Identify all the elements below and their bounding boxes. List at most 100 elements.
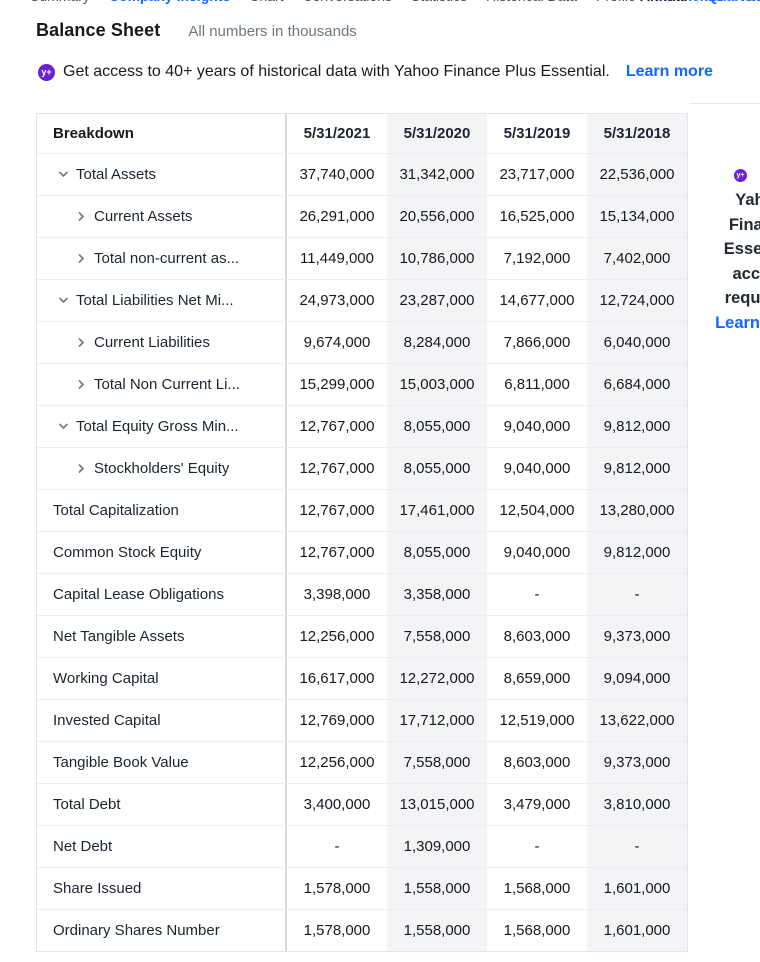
nav-tab[interactable]: Statistics: [411, 0, 467, 4]
nav-tab[interactable]: Historical Data: [486, 0, 577, 4]
cell-value: 9,040,000: [503, 544, 571, 561]
cell-value: 3,479,000: [503, 796, 571, 813]
nav-tab[interactable]: Profile: [596, 0, 636, 4]
cell-value: -: [587, 574, 687, 615]
row-label: Net Tangible Assets: [53, 628, 185, 645]
row-label-cell[interactable]: Total Assets: [37, 154, 287, 195]
cell-value: 1,568,000: [503, 922, 571, 939]
cell-value: 3,398,000: [303, 586, 371, 603]
row-label: Current Assets: [94, 208, 193, 225]
cell-value: 37,740,000: [299, 166, 375, 183]
page-heading: Balance Sheet All numbers in thousands: [36, 20, 357, 41]
table-row: Invested Capital 12,769,000 17,712,000 12,5…: [37, 699, 687, 741]
chevron-right-icon[interactable]: [76, 379, 87, 390]
cell-value: 26,291,000: [299, 208, 375, 225]
row-label-cell: Share Issued: [37, 868, 287, 909]
cell-value: 12,519,000: [499, 712, 575, 729]
chevron-right-icon[interactable]: [76, 463, 87, 474]
cell-value: 7,402,000: [587, 238, 687, 279]
cell-value: 9,373,000: [587, 742, 687, 783]
row-label: Total Assets: [76, 166, 157, 183]
nav-tab[interactable]: Analysis: [742, 0, 760, 4]
row-label-cell: Net Tangible Assets: [37, 616, 287, 657]
cell-value: 17,461,000: [387, 490, 487, 531]
chevron-right-icon[interactable]: [76, 211, 87, 222]
cell-value: 3,810,000: [587, 784, 687, 825]
row-label-cell: Invested Capital: [37, 700, 287, 741]
row-label: Working Capital: [53, 670, 159, 687]
nav-tab[interactable]: Chart: [249, 0, 283, 4]
table-row: Share Issued 1,578,000 1,558,000 1,568,000 1…: [37, 867, 687, 909]
row-label-cell[interactable]: Current Liabilities: [37, 322, 287, 363]
table-row: Ordinary Shares Number 1,578,000 1,558,000…: [37, 909, 687, 951]
row-label: Total Capitalization: [53, 502, 179, 519]
cell-value: 13,015,000: [387, 784, 487, 825]
promo-learn-more-link[interactable]: Learn more: [625, 63, 713, 80]
period-toggle: Annual | Quarterly: [640, 0, 760, 4]
cell-value: 20,556,000: [387, 196, 487, 237]
upsell-text-line: Yahoo: [735, 191, 760, 209]
rail-learn-more-link[interactable]: Learn more: [715, 313, 760, 332]
cell-value: 31,342,000: [387, 154, 487, 195]
row-label: Tangible Book Value: [53, 754, 189, 771]
cell-value: 9,094,000: [587, 658, 687, 699]
cell-value: 12,769,000: [299, 712, 375, 729]
row-label-cell[interactable]: Stockholders' Equity: [37, 448, 287, 489]
cell-value: 8,055,000: [387, 406, 487, 447]
quarterly-toggle[interactable]: Quarterly: [707, 0, 760, 4]
cell-value: 10,786,000: [387, 238, 487, 279]
row-label: Total Equity Gross Min...: [76, 418, 239, 435]
nav-tab[interactable]: Company Insights: [109, 0, 230, 4]
row-label-cell[interactable]: Total Liabilities Net Mi...: [37, 280, 287, 321]
cell-value: 12,724,000: [587, 280, 687, 321]
cell-value: 13,280,000: [587, 490, 687, 531]
upsell-text-line: access: [732, 264, 760, 283]
chevron-down-icon[interactable]: [58, 421, 69, 432]
date-column-header: 5/31/2019: [503, 125, 571, 142]
cell-value: 7,558,000: [387, 616, 487, 657]
cell-value: 1,601,000: [587, 910, 687, 951]
cell-value: 12,767,000: [299, 460, 375, 477]
row-label: Invested Capital: [53, 712, 161, 729]
cell-value: 6,684,000: [587, 364, 687, 405]
cell-value: 16,617,000: [299, 670, 375, 687]
nav-tab[interactable]: Financials: [655, 0, 723, 4]
chevron-right-icon[interactable]: [76, 337, 87, 348]
units-note: All numbers in thousands: [188, 23, 357, 40]
nav-tab[interactable]: Conversations: [303, 0, 393, 4]
row-label-cell[interactable]: Total Equity Gross Min...: [37, 406, 287, 447]
cell-value: 12,767,000: [299, 418, 375, 435]
row-label: Total Liabilities Net Mi...: [76, 292, 234, 309]
table-row: Working Capital 16,617,000 12,272,000 8,659…: [37, 657, 687, 699]
plus-upsell-card: y+ Yahoo Finance Essential access required. L…: [690, 103, 760, 364]
table-row: Tangible Book Value 12,256,000 7,558,000 8,…: [37, 741, 687, 783]
cell-value: 17,712,000: [387, 700, 487, 741]
cell-value: 15,299,000: [299, 376, 375, 393]
table-row: Capital Lease Obligations 3,398,000 3,358,…: [37, 573, 687, 615]
upsell-text-line: Finance: [728, 215, 760, 234]
row-label-cell[interactable]: Current Assets: [37, 196, 287, 237]
cell-value: -: [534, 586, 540, 603]
breakdown-column-header: Breakdown: [37, 114, 287, 153]
cell-value: -: [587, 826, 687, 867]
row-label: Total Non Current Li...: [94, 376, 240, 393]
table-row: Net Tangible Assets 12,256,000 7,558,000 8,…: [37, 615, 687, 657]
promo-text: Get access to 40+ years of historical da…: [63, 63, 610, 80]
chevron-right-icon[interactable]: [76, 253, 87, 264]
cell-value: 1,558,000: [387, 868, 487, 909]
row-label-cell[interactable]: Total Non Current Li...: [37, 364, 287, 405]
nav-tab[interactable]: Summary: [30, 0, 90, 4]
cell-value: -: [334, 838, 340, 855]
row-label: Ordinary Shares Number: [53, 922, 220, 939]
cell-value: 15,134,000: [587, 196, 687, 237]
chevron-down-icon[interactable]: [58, 169, 69, 180]
annual-toggle[interactable]: Annual: [640, 0, 687, 4]
row-label-cell: Working Capital: [37, 658, 287, 699]
row-label-cell[interactable]: Total non-current as...: [37, 238, 287, 279]
cell-value: 1,578,000: [303, 922, 371, 939]
row-label: Net Debt: [53, 838, 113, 855]
table-row: Common Stock Equity 12,767,000 8,055,000 9,…: [37, 531, 687, 573]
row-label-cell: Capital Lease Obligations: [37, 574, 287, 615]
chevron-down-icon[interactable]: [58, 295, 69, 306]
cell-value: 9,040,000: [503, 460, 571, 477]
